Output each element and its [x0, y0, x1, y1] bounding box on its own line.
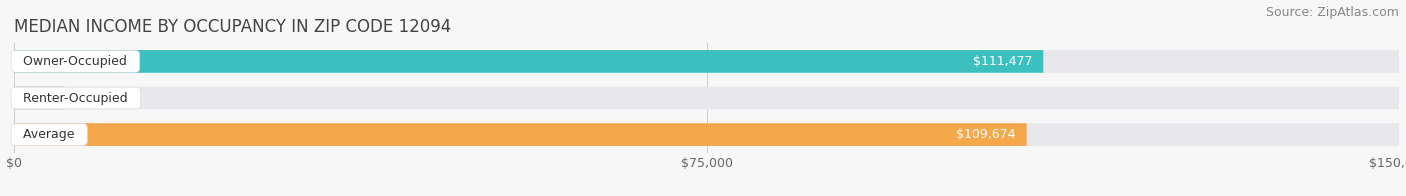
Text: $109,674: $109,674 — [956, 128, 1015, 141]
FancyBboxPatch shape — [14, 123, 1026, 146]
Text: Source: ZipAtlas.com: Source: ZipAtlas.com — [1265, 6, 1399, 19]
Text: $111,477: $111,477 — [973, 55, 1032, 68]
Text: Renter-Occupied: Renter-Occupied — [15, 92, 136, 104]
Text: $0: $0 — [76, 92, 91, 104]
FancyBboxPatch shape — [14, 87, 65, 109]
FancyBboxPatch shape — [14, 50, 1043, 73]
Text: MEDIAN INCOME BY OCCUPANCY IN ZIP CODE 12094: MEDIAN INCOME BY OCCUPANCY IN ZIP CODE 1… — [14, 18, 451, 36]
Text: Average: Average — [15, 128, 83, 141]
FancyBboxPatch shape — [14, 87, 1399, 109]
FancyBboxPatch shape — [14, 123, 1399, 146]
FancyBboxPatch shape — [14, 50, 1399, 73]
Text: Owner-Occupied: Owner-Occupied — [15, 55, 135, 68]
